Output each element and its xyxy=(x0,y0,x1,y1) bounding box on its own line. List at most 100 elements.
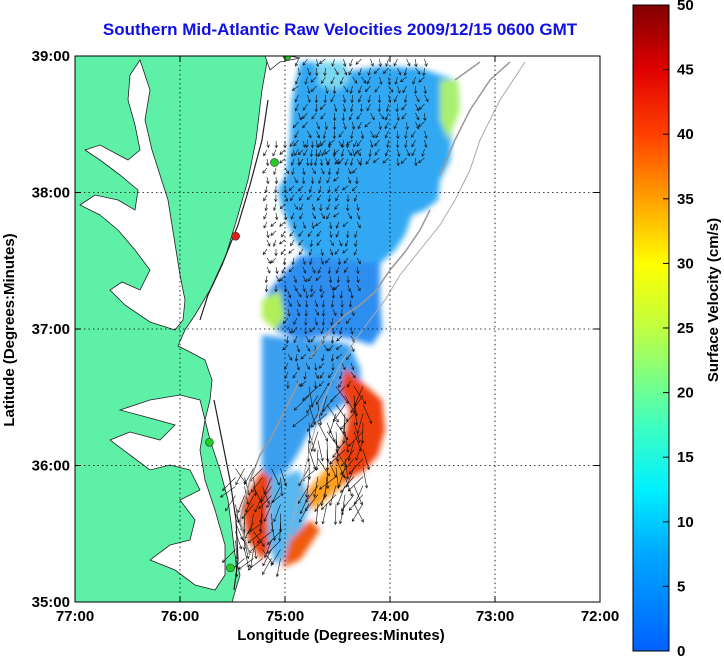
colorbar: 0 5 10 15 20 25 30 35 40 45 50 Surface Velocity (c… xyxy=(632,0,722,659)
velocity-vector xyxy=(292,413,310,428)
velocity-vector xyxy=(358,94,362,103)
velocity-vector xyxy=(302,257,306,266)
velocity-vector xyxy=(410,130,416,138)
velocity-vector xyxy=(311,221,315,230)
velocity-vector xyxy=(221,549,236,563)
velocity-vector xyxy=(324,121,328,131)
velocity-vector xyxy=(298,194,304,202)
velocity-vector xyxy=(291,149,295,157)
velocity-vector xyxy=(330,76,335,85)
velocity-vector xyxy=(304,309,308,317)
velocity-vector xyxy=(279,149,286,155)
velocity-vector xyxy=(335,266,340,274)
velocity-vector xyxy=(278,239,286,245)
velocity-vector xyxy=(379,112,385,120)
velocity-vector xyxy=(395,103,399,113)
velocity-vector xyxy=(305,139,309,149)
velocity-vector xyxy=(344,431,350,453)
velocity-vector xyxy=(356,203,360,212)
velocity-vector xyxy=(254,495,263,513)
velocity-vector xyxy=(332,404,346,423)
velocity-vector xyxy=(406,148,411,157)
velocity-vector xyxy=(319,476,337,490)
velocity-vector xyxy=(305,485,319,503)
velocity-vector xyxy=(287,290,292,299)
velocity-vector xyxy=(353,248,358,256)
velocity-vector xyxy=(335,353,343,359)
velocity-vector xyxy=(396,130,400,140)
velocity-vector xyxy=(351,121,356,131)
velocity-vector xyxy=(424,139,428,149)
velocity-vector xyxy=(316,121,320,130)
velocity-vector xyxy=(306,157,310,167)
velocity-vector xyxy=(279,275,286,282)
velocity-vector xyxy=(328,413,337,435)
velocity-vector xyxy=(336,167,340,175)
velocity-vector xyxy=(378,121,382,131)
velocity-vector xyxy=(299,203,304,211)
velocity-vector xyxy=(300,380,307,387)
velocity-vector xyxy=(321,503,328,525)
velocity-vector xyxy=(347,431,364,447)
velocity-vector xyxy=(286,381,290,389)
velocity-vector xyxy=(365,157,371,165)
velocity-vector xyxy=(360,130,365,140)
velocity-vector xyxy=(329,230,333,239)
velocity-vector xyxy=(253,531,265,547)
velocity-vector xyxy=(307,130,312,139)
velocity-vector xyxy=(353,140,358,148)
velocity-vector xyxy=(355,176,359,185)
velocity-vector xyxy=(349,103,354,113)
velocity-vector xyxy=(264,284,269,293)
velocity-vector xyxy=(339,327,343,335)
velocity-vector xyxy=(289,140,295,148)
velocity-vector xyxy=(350,94,354,104)
velocity-vector xyxy=(344,239,349,247)
y-tick-label: 38:00 xyxy=(32,185,70,202)
x-tick-label: 73:00 xyxy=(476,608,514,625)
velocity-vector xyxy=(353,386,367,405)
velocity-vector xyxy=(321,76,326,84)
velocity-vector xyxy=(384,121,389,130)
velocity-vector xyxy=(338,157,344,165)
velocity-vector xyxy=(319,103,326,110)
velocity-vector xyxy=(266,540,281,554)
velocity-vector xyxy=(310,76,317,83)
x-axis-label: Longitude (Degrees:Minutes) xyxy=(237,627,445,644)
velocity-vector xyxy=(339,76,344,85)
velocity-vector xyxy=(315,386,328,405)
velocity-vector xyxy=(396,139,400,149)
velocity-vector xyxy=(406,58,411,67)
velocity-vector xyxy=(305,344,311,352)
velocity-vector xyxy=(348,494,364,511)
colorbar-tick-label: 35 xyxy=(677,191,694,208)
velocity-vector xyxy=(314,94,319,104)
velocity-vector xyxy=(393,94,398,103)
y-axis-label: Latitude (Degrees:Minutes) xyxy=(1,233,18,426)
velocity-vector xyxy=(328,344,334,352)
velocity-vector xyxy=(350,395,364,414)
velocity-vector xyxy=(241,504,254,520)
velocity-vector xyxy=(274,140,278,149)
velocity-vector xyxy=(356,266,360,275)
velocity-vector xyxy=(305,476,310,498)
velocity-vector xyxy=(244,468,254,486)
velocity-vector xyxy=(346,194,350,203)
velocity-vector xyxy=(397,67,402,76)
velocity-vector xyxy=(418,76,425,83)
velocity-vector xyxy=(300,353,307,360)
velocity-vector xyxy=(341,112,346,122)
velocity-region-north-ne xyxy=(440,80,460,140)
velocity-vector xyxy=(314,371,319,379)
velocity-vector xyxy=(281,266,286,274)
velocity-vector xyxy=(264,185,268,194)
grid-lines xyxy=(75,56,600,602)
velocity-vector xyxy=(393,58,398,67)
velocity-vector xyxy=(327,185,331,194)
velocity-vector xyxy=(332,308,337,317)
velocity-vector xyxy=(373,67,380,75)
velocity-vector xyxy=(291,85,299,91)
velocity-vector xyxy=(354,239,358,248)
colorbar-tick-label: 5 xyxy=(677,578,685,595)
velocity-vector xyxy=(299,494,310,515)
